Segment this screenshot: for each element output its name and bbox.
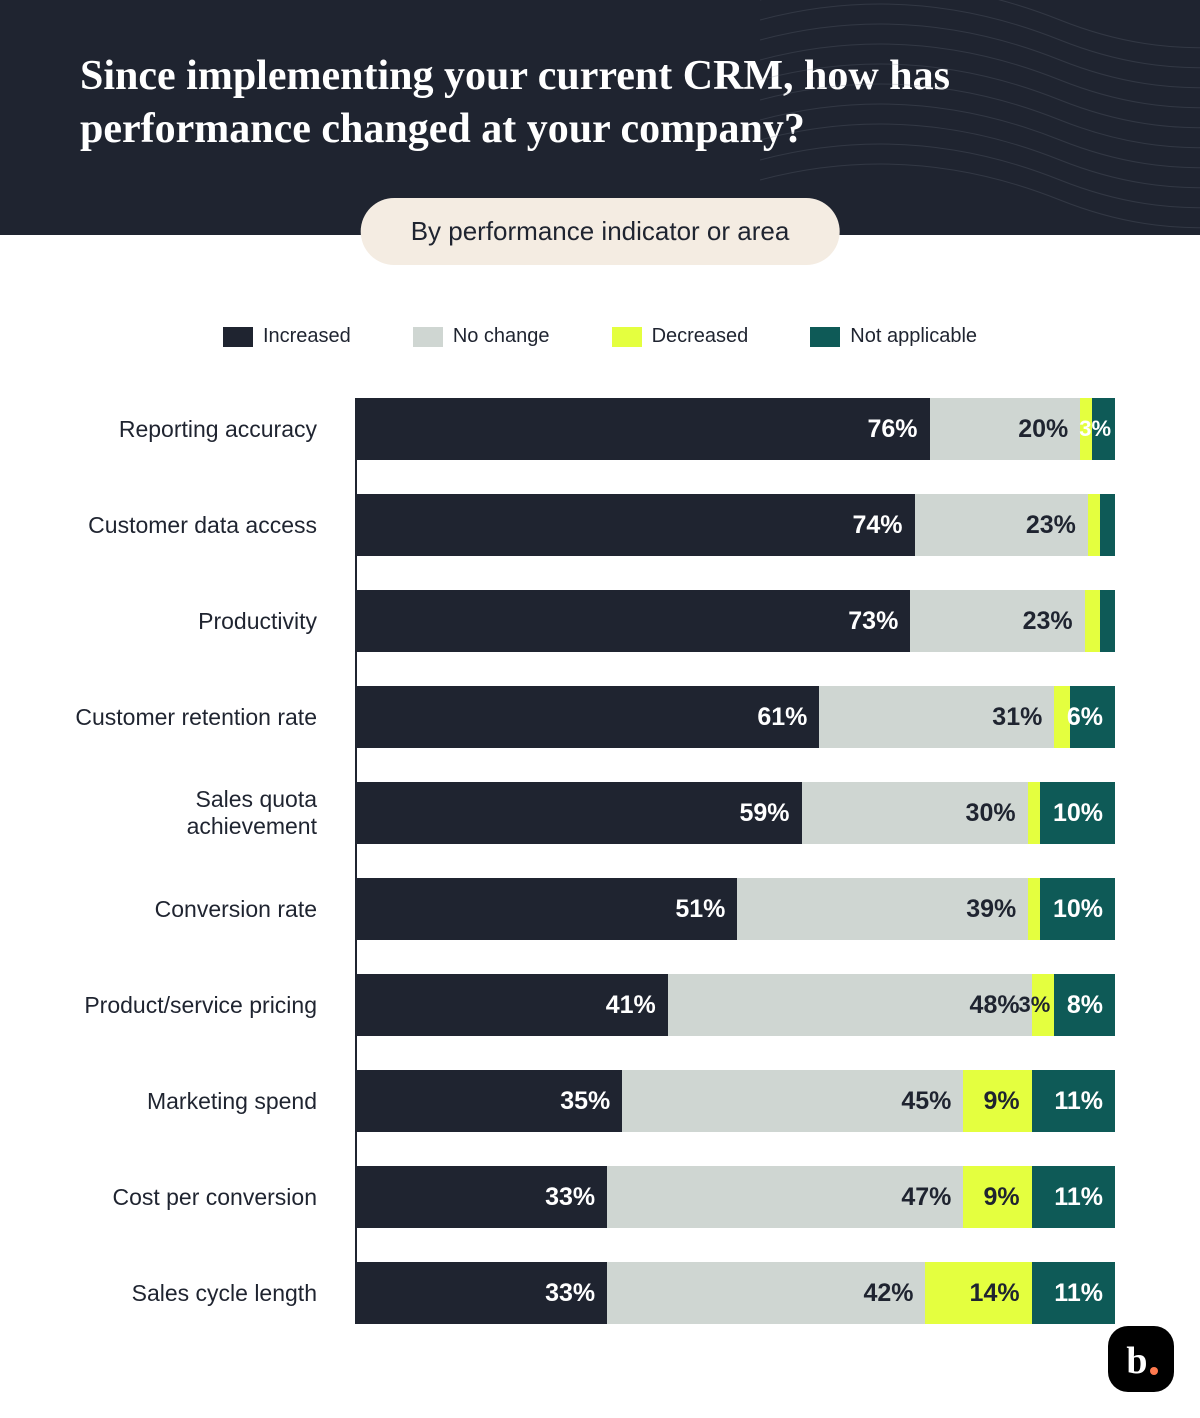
- bar-segment-increased: 76%: [357, 398, 930, 460]
- stacked-bar: 33%47%9%11%: [357, 1166, 1115, 1228]
- row-label: Cost per conversion: [67, 1184, 337, 1211]
- row-label: Sales cycle length: [67, 1280, 337, 1307]
- row-label: Marketing spend: [67, 1088, 337, 1115]
- bar-segment-increased: 73%: [357, 590, 910, 652]
- chart-row: Customer data access74%23%: [357, 494, 1115, 556]
- stacked-bar: 59%30%10%: [357, 782, 1115, 844]
- page-title: Since implementing your current CRM, how…: [80, 50, 1120, 155]
- bar-segment-not_applicable: 3%: [1092, 398, 1115, 460]
- bar-segment-increased: 51%: [357, 878, 737, 940]
- legend-label: Decreased: [652, 325, 749, 348]
- legend-swatch: [413, 327, 443, 347]
- stacked-bar: 33%42%14%11%: [357, 1262, 1115, 1324]
- bar-segment-decreased: [1085, 590, 1100, 652]
- bar-segment-no_change: 47%: [607, 1166, 963, 1228]
- bar-segment-no_change: 48%: [668, 974, 1032, 1036]
- row-label: Customer data access: [67, 512, 337, 539]
- bar-segment-not_applicable: 8%: [1054, 974, 1115, 1036]
- chart-area: Increased No change Decreased Not applicabl…: [0, 235, 1200, 1418]
- row-label: Conversion rate: [67, 896, 337, 923]
- row-label: Product/service pricing: [67, 992, 337, 1019]
- chart-rows: Reporting accuracy76%20%3% Customer data …: [355, 398, 1115, 1324]
- row-label: Productivity: [67, 608, 337, 635]
- legend-item: Increased: [223, 325, 351, 348]
- chart-row: Productivity73%23%: [357, 590, 1115, 652]
- bar-segment-increased: 74%: [357, 494, 915, 556]
- bar-segment-not_applicable: 11%: [1032, 1070, 1115, 1132]
- legend-swatch: [612, 327, 642, 347]
- row-label: Reporting accuracy: [67, 416, 337, 443]
- row-label: Sales quota achievement: [67, 786, 337, 840]
- bar-segment-not_applicable: 11%: [1032, 1166, 1115, 1228]
- chart-row: Marketing spend35%45%9%11%: [357, 1070, 1115, 1132]
- stacked-bar: 41%48%3%8%: [357, 974, 1115, 1036]
- bar-segment-no_change: 42%: [607, 1262, 925, 1324]
- brand-logo: b: [1108, 1326, 1174, 1392]
- stacked-bar: 51%39%10%: [357, 878, 1115, 940]
- legend-label: No change: [453, 325, 550, 348]
- legend: Increased No change Decreased Not applicabl…: [85, 325, 1115, 348]
- subtitle-pill: By performance indicator or area: [361, 198, 840, 265]
- bar-segment-no_change: 31%: [819, 686, 1054, 748]
- stacked-bar: 74%23%: [357, 494, 1115, 556]
- bar-segment-not_applicable: 10%: [1040, 782, 1115, 844]
- logo-dot-icon: [1150, 1367, 1158, 1375]
- legend-swatch: [810, 327, 840, 347]
- chart-row: Sales quota achievement59%30%10%: [357, 782, 1115, 844]
- bar-segment-increased: 33%: [357, 1166, 607, 1228]
- bar-segment-no_change: 23%: [910, 590, 1084, 652]
- logo-letter: b: [1126, 1342, 1147, 1380]
- bar-segment-not_applicable: 10%: [1040, 878, 1115, 940]
- bar-segment-increased: 41%: [357, 974, 668, 1036]
- chart-row: Product/service pricing41%48%3%8%: [357, 974, 1115, 1036]
- bar-segment-no_change: 30%: [802, 782, 1028, 844]
- legend-item: Not applicable: [810, 325, 977, 348]
- bar-segment-decreased: [1028, 782, 1040, 844]
- bar-segment-decreased: 9%: [963, 1070, 1031, 1132]
- subtitle-text: By performance indicator or area: [411, 216, 790, 246]
- bar-segment-not_applicable: 6%: [1070, 686, 1115, 748]
- stacked-bar: 35%45%9%11%: [357, 1070, 1115, 1132]
- bar-segment-increased: 33%: [357, 1262, 607, 1324]
- bar-segment-increased: 61%: [357, 686, 819, 748]
- row-label: Customer retention rate: [67, 704, 337, 731]
- chart-row: Customer retention rate61%31%6%: [357, 686, 1115, 748]
- legend-item: No change: [413, 325, 550, 348]
- bar-segment-increased: 59%: [357, 782, 802, 844]
- bar-segment-decreased: 14%: [925, 1262, 1031, 1324]
- bar-segment-not_applicable: 11%: [1032, 1262, 1115, 1324]
- legend-label: Not applicable: [850, 325, 977, 348]
- chart-row: Cost per conversion33%47%9%11%: [357, 1166, 1115, 1228]
- bar-segment-decreased: [1088, 494, 1100, 556]
- chart-row: Sales cycle length33%42%14%11%: [357, 1262, 1115, 1324]
- bar-segment-increased: 35%: [357, 1070, 622, 1132]
- legend-label: Increased: [263, 325, 351, 348]
- bar-segment-no_change: 45%: [622, 1070, 963, 1132]
- stacked-bar: 73%23%: [357, 590, 1115, 652]
- bar-segment-no_change: 23%: [915, 494, 1088, 556]
- stacked-bar: 76%20%3%: [357, 398, 1115, 460]
- legend-swatch: [223, 327, 253, 347]
- chart-row: Reporting accuracy76%20%3%: [357, 398, 1115, 460]
- bar-segment-decreased: 9%: [963, 1166, 1031, 1228]
- bar-segment-no_change: 39%: [737, 878, 1028, 940]
- legend-item: Decreased: [612, 325, 749, 348]
- bar-segment-decreased: 3%: [1032, 974, 1055, 1036]
- chart-row: Conversion rate51%39%10%: [357, 878, 1115, 940]
- bar-segment-decreased: [1028, 878, 1040, 940]
- stacked-bar: 61%31% 6%: [357, 686, 1115, 748]
- bar-segment-no_change: 20%: [930, 398, 1081, 460]
- bar-segment-not_applicable: [1100, 590, 1115, 652]
- bar-segment-not_applicable: [1100, 494, 1115, 556]
